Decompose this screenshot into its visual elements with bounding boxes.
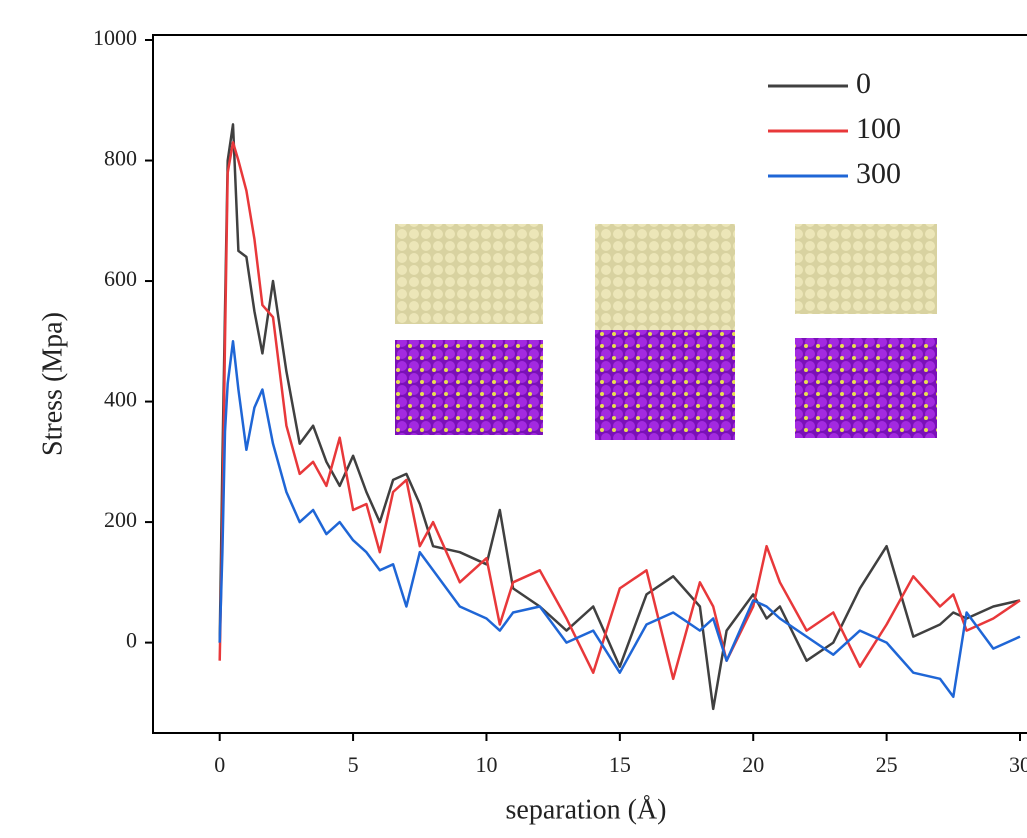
plot-frame xyxy=(152,34,1027,734)
inset-bottom xyxy=(595,330,735,440)
x-tick-label: 5 xyxy=(348,752,359,777)
legend-label: 100 xyxy=(856,112,901,145)
y-tick-label: 1000 xyxy=(93,25,137,50)
lines xyxy=(218,123,1021,711)
inset-top xyxy=(395,224,543,324)
y-tick-label: 200 xyxy=(104,507,137,532)
series-line xyxy=(218,141,1021,681)
series-line xyxy=(218,340,1021,699)
inset-top xyxy=(595,224,735,334)
x-tick-label: 0 xyxy=(214,752,225,777)
y-axis-title: Stress (Mpa) xyxy=(37,312,68,456)
y-tick-label: 800 xyxy=(104,146,137,171)
x-tick-label: 30 xyxy=(1009,752,1027,777)
x-axis-title: separation (Å) xyxy=(506,794,667,825)
inset-bottom xyxy=(395,340,543,435)
legend-label: 0 xyxy=(856,67,871,100)
y-tick-label: 600 xyxy=(104,266,137,291)
x-tick-label: 25 xyxy=(876,752,898,777)
insets xyxy=(395,224,937,440)
inset-bottom xyxy=(795,338,937,438)
series-line xyxy=(218,123,1021,711)
x-tick-label: 10 xyxy=(475,752,497,777)
inset-top xyxy=(795,224,937,314)
y-tick-label: 400 xyxy=(104,387,137,412)
x-tick-label: 20 xyxy=(742,752,764,777)
y-tick-label: 0 xyxy=(126,628,137,653)
legend-label: 300 xyxy=(856,157,901,190)
x-tick-label: 15 xyxy=(609,752,631,777)
